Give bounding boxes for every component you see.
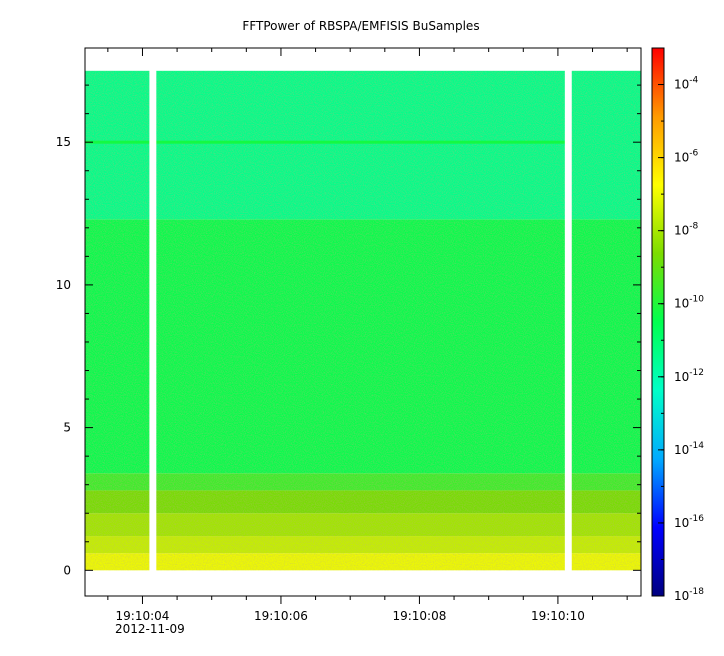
colorbar-tick-label: 10-12 <box>674 368 704 384</box>
heatmap-texture <box>85 70 641 571</box>
x-tick-label: 19:10:08 <box>392 609 446 623</box>
y-tick-label: 15 <box>56 135 71 149</box>
colorbar-tick-label: 10-10 <box>674 295 704 311</box>
spectral-line <box>85 140 565 144</box>
x-tick-label: 19:10:06 <box>254 609 308 623</box>
chart-title: FFTPower of RBSPA/EMFISIS BuSamples <box>242 19 479 33</box>
y-axis: 0 5 10 15 <box>56 84 641 577</box>
x-axis: 19:10:04 19:10:06 19:10:08 19:10:10 <box>107 48 628 623</box>
colorbar-tick-label: 10-16 <box>674 514 704 530</box>
colorbar-tick-label: 10-14 <box>674 441 704 457</box>
x-tick-label: 19:10:04 <box>116 609 170 623</box>
colorbar-tick-label: 10-8 <box>674 222 699 238</box>
plot-area <box>84 47 642 597</box>
colorbar-tick-label: 10-6 <box>674 149 699 165</box>
colorbar-tick-label: 10-4 <box>674 76 699 92</box>
colorbar-gradient <box>651 47 665 597</box>
x-tick-label: 19:10:10 <box>531 609 585 623</box>
x-date-label: 2012-11-09 <box>115 622 185 636</box>
y-tick-label: 10 <box>56 278 71 292</box>
y-tick-label: 0 <box>63 563 71 577</box>
data-gap <box>149 48 157 596</box>
colorbar-tick-label: 10-18 <box>674 587 704 603</box>
y-tick-label: 5 <box>63 421 71 435</box>
plot-frame <box>84 47 642 597</box>
colorbar: 10-4 10-6 10-8 10-10 10-12 10-14 10-16 10-18 <box>651 47 704 603</box>
data-gap <box>564 48 572 596</box>
